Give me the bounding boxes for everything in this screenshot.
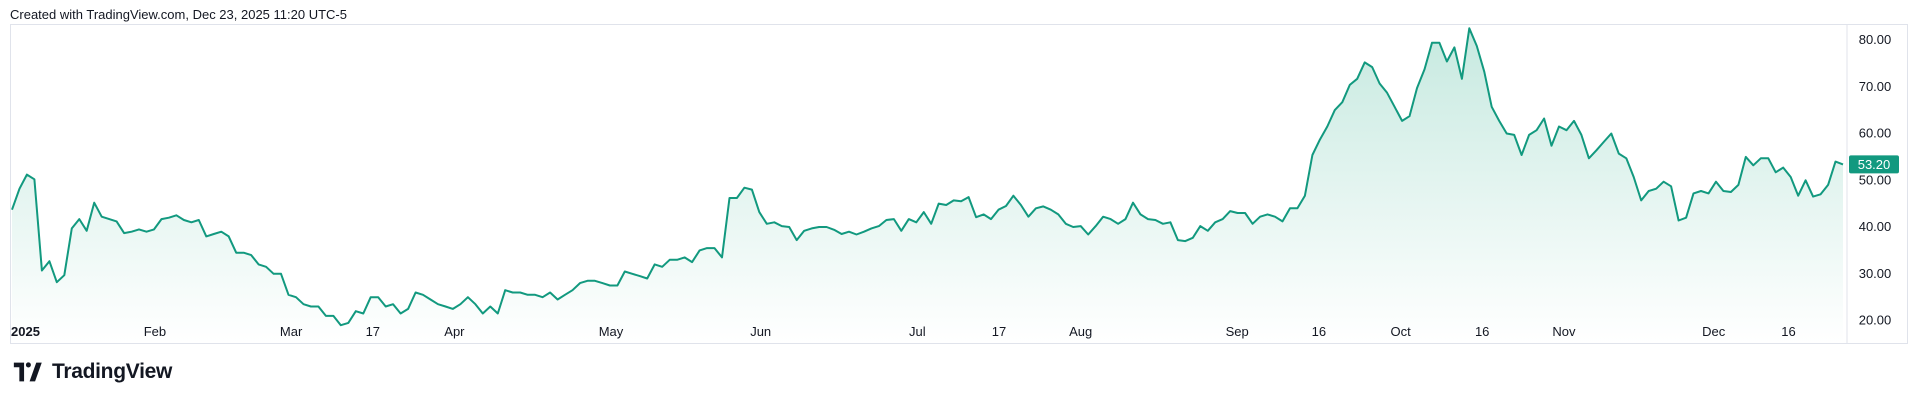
x-tick-label: Aug [1069,324,1092,339]
x-tick-label: May [599,324,624,339]
x-tick-label: Mar [280,324,303,339]
x-tick-label: 17 [992,324,1006,339]
x-tick-label: Nov [1552,324,1576,339]
x-tick-label: Oct [1390,324,1411,339]
created-with-text: Created with TradingView.com, Dec 23, 20… [10,7,347,22]
chart-area[interactable]: 80.00 70.00 60.00 50.00 40.00 30.00 20.00 2025… [10,24,1908,344]
y-tick-label: 20.00 [1859,313,1892,328]
x-tick-label: Jun [750,324,771,339]
x-tick-label: 16 [1475,324,1489,339]
x-tick-label: 17 [366,324,380,339]
y-tick-label: 60.00 [1859,126,1892,141]
time-axis[interactable]: 2025 Feb Mar 17 Apr May Jun Jul 17 Aug Sep 16 Oct 16 N… [11,324,1796,339]
price-series-line[interactable] [11,27,1844,327]
logo-text: TradingView [52,360,173,383]
x-tick-label: 16 [1312,324,1326,339]
y-tick-label: 40.00 [1859,219,1892,234]
price-axis[interactable]: 80.00 70.00 60.00 50.00 40.00 30.00 20.00 [1859,32,1892,328]
y-tick-label: 30.00 [1859,266,1892,281]
area-fill [12,28,1843,343]
price-line-layer [11,27,1844,327]
price-chart[interactable]: 80.00 70.00 60.00 50.00 40.00 30.00 20.00 2025… [11,25,1907,343]
last-price-tag-layer: 53.20 [1849,155,1899,174]
x-tick-label: Dec [1702,324,1726,339]
area-fill-layer [12,28,1843,343]
last-price-label: 53.20 [1858,157,1891,172]
x-tick-label: Apr [444,324,465,339]
y-tick-label: 80.00 [1859,32,1892,47]
tradingview-logo[interactable]: TradingView [10,360,172,384]
x-tick-label: Sep [1226,324,1249,339]
y-tick-label: 70.00 [1859,79,1892,94]
x-tick-label: Feb [144,324,166,339]
last-price-tag [1849,155,1899,174]
tradingview-logo-icon [13,362,42,382]
y-tick-label: 50.00 [1859,172,1892,187]
x-tick-label: 16 [1781,324,1795,339]
x-tick-label: 2025 [11,324,40,339]
x-tick-label: Jul [909,324,926,339]
